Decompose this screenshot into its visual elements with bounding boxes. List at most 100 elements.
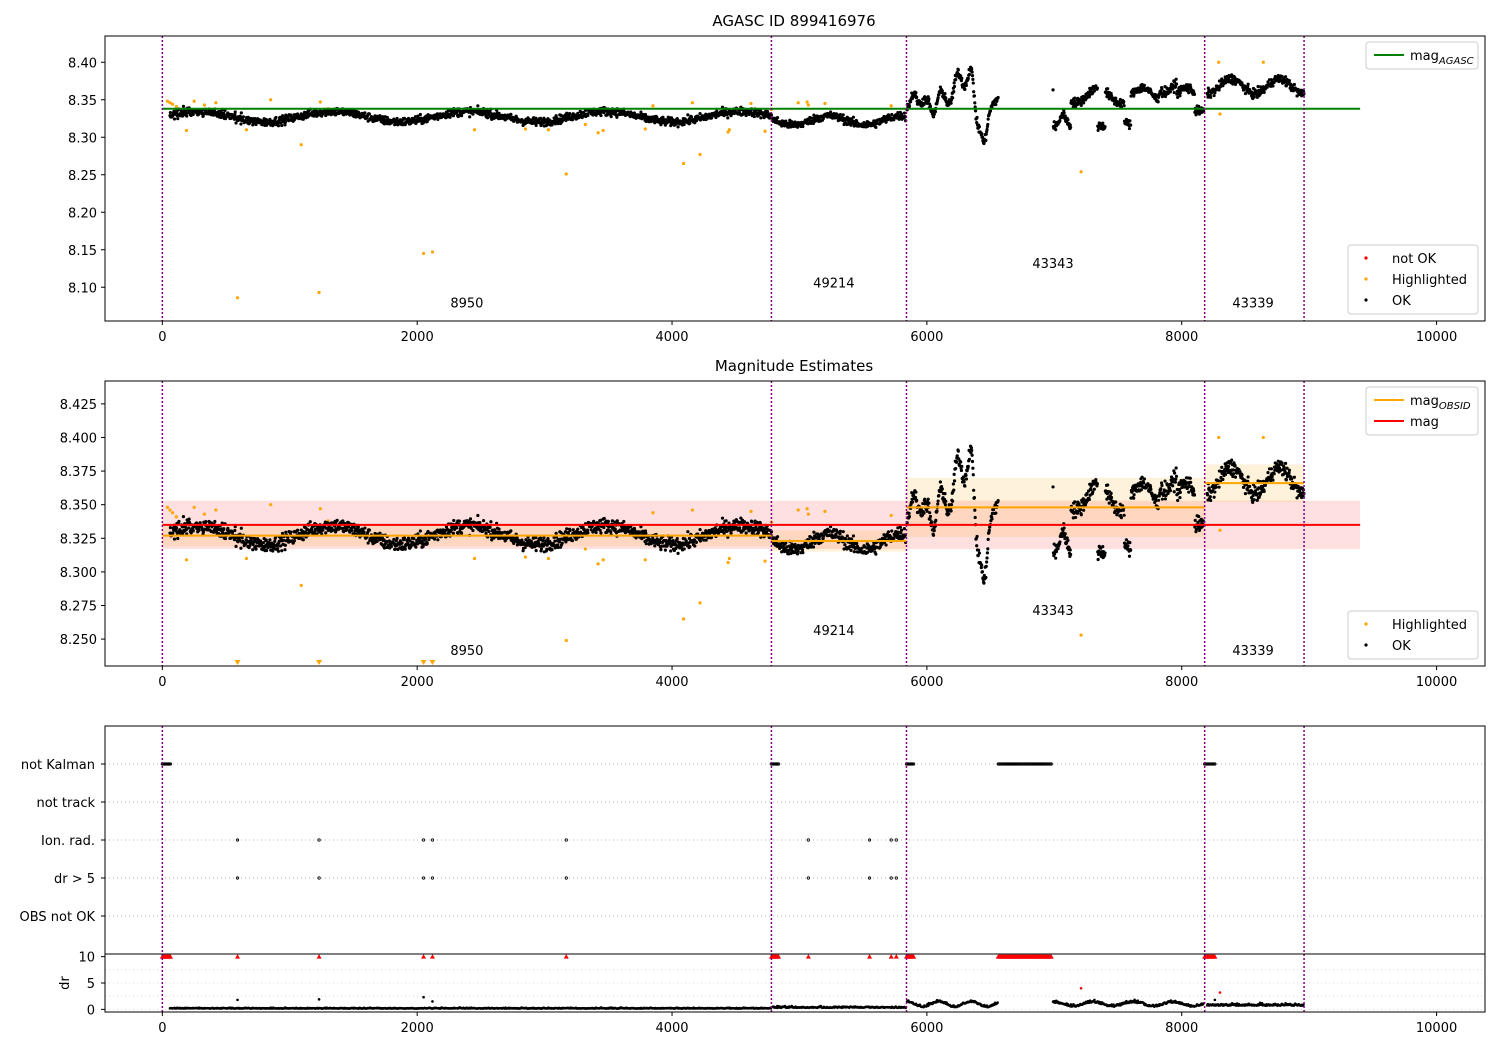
- point-highlighted: [547, 128, 550, 131]
- point-ok: [176, 117, 179, 120]
- point-highlighted: [565, 639, 568, 642]
- point-ok: [1128, 119, 1131, 122]
- point-ok: [396, 537, 399, 540]
- point-ok: [471, 529, 474, 532]
- point-ok: [860, 547, 863, 550]
- x-tick-label: 4000: [655, 330, 688, 345]
- point-ok: [542, 536, 545, 539]
- point-ok: [268, 538, 271, 541]
- point-ok: [1064, 532, 1067, 535]
- point-ok: [280, 124, 283, 127]
- point-highlighted: [203, 103, 206, 106]
- point-ok: [1143, 84, 1146, 87]
- point-ok: [900, 112, 903, 115]
- point-ok: [729, 532, 732, 535]
- point-highlighted: [547, 557, 550, 560]
- point-ok: [176, 537, 179, 540]
- point-highlighted: [823, 102, 826, 105]
- point-ok: [452, 519, 455, 522]
- point-ok: [645, 542, 648, 545]
- point-ok: [239, 547, 242, 550]
- point-ok: [874, 126, 877, 129]
- point-ok: [971, 71, 974, 74]
- point-ok: [934, 519, 937, 522]
- point-ok: [829, 110, 832, 113]
- point-ok: [908, 105, 911, 108]
- point-ok: [586, 528, 589, 531]
- point-ok: [393, 548, 396, 551]
- obsid-label: 49214: [813, 276, 854, 291]
- point-ok: [745, 114, 748, 117]
- point-ok: [922, 512, 925, 515]
- point-ok: [952, 90, 955, 93]
- point-ok: [561, 542, 564, 545]
- point-highlighted: [1079, 170, 1082, 173]
- point-ok: [1123, 104, 1126, 107]
- point-ok: [1106, 87, 1109, 90]
- point-ok: [182, 515, 185, 518]
- point-ok: [1179, 91, 1182, 94]
- point-ok: [390, 545, 393, 548]
- point-ok: [1080, 513, 1083, 516]
- point-highlighted: [728, 128, 731, 131]
- point-ok: [1129, 124, 1132, 127]
- point-ok: [541, 539, 544, 542]
- point-ok: [273, 540, 276, 543]
- point-ok: [1114, 97, 1117, 100]
- point-highlighted: [193, 100, 196, 103]
- point-ok: [953, 85, 956, 88]
- point-ok: [1054, 557, 1057, 560]
- point-ok: [975, 535, 978, 538]
- point-highlighted: [1262, 436, 1265, 439]
- point-highlighted: [171, 511, 174, 514]
- point-highlighted: [524, 127, 527, 130]
- point-ok: [489, 520, 492, 523]
- point-ok: [994, 512, 997, 515]
- point-ok: [169, 111, 172, 114]
- point-highlighted: [171, 103, 174, 106]
- point-ok: [801, 551, 804, 554]
- point-ok: [400, 542, 403, 545]
- point-highlighted: [890, 104, 893, 107]
- point-highlighted: [166, 506, 169, 509]
- point-ok: [932, 534, 935, 537]
- point-ok: [686, 113, 689, 116]
- point-ok: [973, 94, 976, 97]
- point-highlighted: [1079, 633, 1082, 636]
- point-ok: [972, 473, 975, 476]
- point-ok: [476, 104, 479, 107]
- point-highlighted: [584, 547, 587, 550]
- point-ok: [934, 110, 937, 113]
- point-ok: [233, 538, 236, 541]
- point-ok: [455, 526, 458, 529]
- point-highlighted: [1217, 61, 1220, 64]
- point-ok: [568, 113, 571, 116]
- legend: magAGASC: [1366, 42, 1478, 69]
- point-highlighted: [1218, 529, 1221, 532]
- point-ok: [1051, 88, 1054, 91]
- point-highlighted: [524, 556, 527, 559]
- point-ok: [686, 530, 689, 533]
- obsid-label: 43339: [1232, 297, 1273, 312]
- point-highlighted: [651, 511, 654, 514]
- point-ok: [812, 531, 815, 534]
- point-ok: [952, 489, 955, 492]
- point-ok: [403, 536, 406, 539]
- y-tick-label: 8.30: [68, 131, 97, 146]
- point-highlighted: [185, 129, 188, 132]
- point-ok: [884, 543, 887, 546]
- point-ok: [676, 552, 679, 555]
- point-highlighted: [300, 584, 303, 587]
- point-ok: [695, 541, 698, 544]
- point-ok: [949, 102, 952, 105]
- point-ok: [973, 509, 976, 512]
- point-ok: [903, 112, 906, 115]
- point-highlighted: [473, 557, 476, 560]
- point-highlighted: [473, 128, 476, 131]
- point-ok: [933, 529, 936, 532]
- point-ok: [928, 511, 931, 514]
- point-ok: [240, 111, 243, 114]
- point-ok: [284, 544, 287, 547]
- point-ok: [977, 549, 980, 552]
